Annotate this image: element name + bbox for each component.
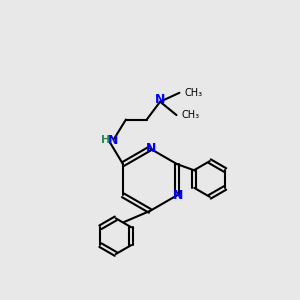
Text: N: N xyxy=(155,93,165,106)
Text: N: N xyxy=(107,134,118,147)
Text: N: N xyxy=(173,189,184,202)
Text: H: H xyxy=(100,135,110,145)
Text: CH₃: CH₃ xyxy=(185,88,203,98)
Text: N: N xyxy=(146,142,157,155)
Text: CH₃: CH₃ xyxy=(182,110,200,120)
